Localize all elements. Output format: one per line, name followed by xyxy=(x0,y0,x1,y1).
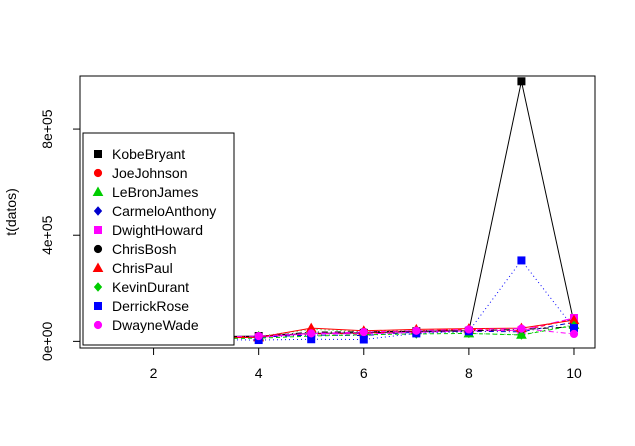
data-point xyxy=(517,324,526,333)
legend-marker xyxy=(94,302,102,310)
data-point xyxy=(464,325,473,334)
y-axis-title: t(datos) xyxy=(3,188,19,235)
legend-marker xyxy=(93,168,103,178)
series-line xyxy=(101,259,575,341)
data-point xyxy=(569,329,579,339)
legend-label: DwightHoward xyxy=(112,222,203,238)
x-tick-label: 8 xyxy=(465,365,473,381)
y-tick-label: 4e+05 xyxy=(39,215,55,255)
data-point xyxy=(254,331,263,341)
legend-label: CarmeloAnthony xyxy=(112,203,216,219)
legend-label: LeBronJames xyxy=(112,184,198,200)
legend-label: KevinDurant xyxy=(112,279,189,295)
legend-label: KobeBryant xyxy=(112,146,185,162)
data-point xyxy=(517,77,526,86)
legend-item: KobeBryant xyxy=(94,146,185,162)
legend-item: ChrisPaul xyxy=(92,260,173,276)
legend-label: DwayneWade xyxy=(112,317,199,333)
x-tick-label: 6 xyxy=(360,365,368,381)
legend-item: CarmeloAnthony xyxy=(93,203,216,219)
legend-marker xyxy=(94,226,102,234)
x-tick-label: 4 xyxy=(255,365,263,381)
y-tick-label: 0e+00 xyxy=(39,321,55,361)
data-point xyxy=(517,256,526,265)
y-tick-label: 8e+05 xyxy=(39,109,55,149)
legend-item: ChrisBosh xyxy=(93,241,177,257)
legend-label: JoeJohnson xyxy=(112,165,188,181)
data-point xyxy=(359,335,368,344)
legend-label: ChrisPaul xyxy=(112,260,173,276)
legend-item: LeBronJames xyxy=(92,184,198,200)
data-point xyxy=(517,330,526,340)
data-point xyxy=(359,327,368,337)
legend-item: JoeJohnson xyxy=(93,165,188,181)
legend-item: DwayneWade xyxy=(93,317,199,333)
legend-marker xyxy=(93,244,103,254)
legend-marker xyxy=(92,186,104,196)
data-point xyxy=(412,326,421,335)
x-axis: 2 4 6 8 10 xyxy=(150,347,582,381)
legend-item: DwightHoward xyxy=(94,222,203,238)
legend-label: DerrickRose xyxy=(112,298,189,314)
legend-label: ChrisBosh xyxy=(112,241,177,257)
legend-marker xyxy=(93,206,103,216)
legend-box xyxy=(82,132,235,346)
legend-marker xyxy=(92,262,104,272)
legend-marker xyxy=(94,150,102,158)
x-tick-label: 10 xyxy=(566,365,582,381)
legend-marker xyxy=(93,282,103,292)
y-axis: 0e+00 4e+05 8e+05 xyxy=(39,109,81,361)
data-point xyxy=(307,329,316,338)
legend-marker xyxy=(93,320,103,330)
legend-item: KevinDurant xyxy=(93,279,189,295)
series-line xyxy=(101,324,575,339)
legend: KobeBryant JoeJohnson LeBronJames CarmeloAn… xyxy=(82,132,235,346)
legend-item: DerrickRose xyxy=(94,298,189,314)
x-tick-label: 2 xyxy=(150,365,158,381)
